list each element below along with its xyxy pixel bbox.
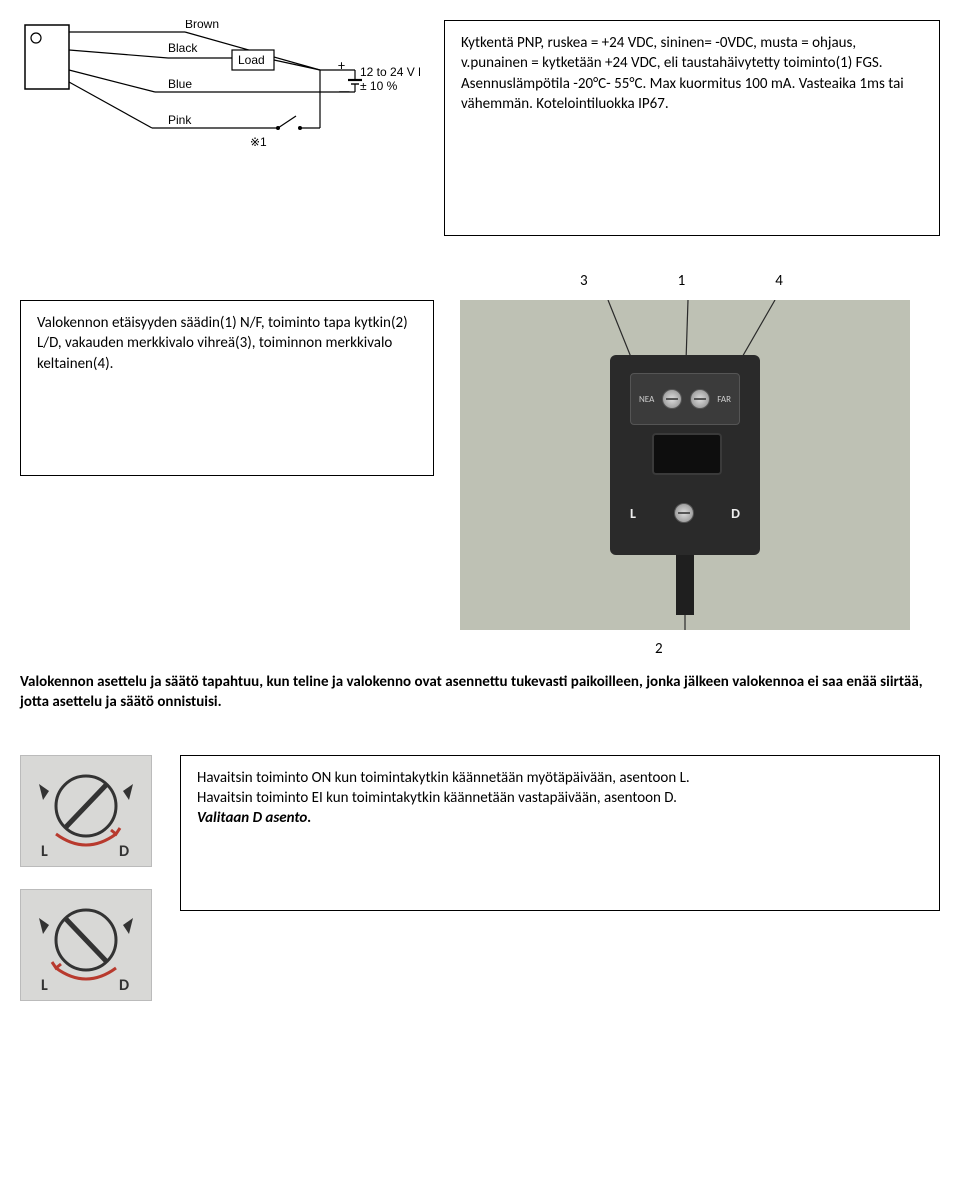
info-line-2: Havaitsin toiminto EI kun toimintakytkin… xyxy=(197,788,923,808)
svg-text:D: D xyxy=(119,842,129,861)
label-blue: Blue xyxy=(168,77,192,91)
spec-box: Kytkentä PNP, ruskea = +24 VDC, sininen=… xyxy=(444,20,940,236)
info-line-1: Havaitsin toiminto ON kun toimintakytkin… xyxy=(197,768,923,788)
svg-text:L: L xyxy=(41,976,48,995)
sensor-photo: NEA FAR L D xyxy=(460,300,910,630)
adjust-screw-1 xyxy=(662,389,682,409)
adjust-screw-2 xyxy=(690,389,710,409)
sensor-cable xyxy=(676,555,694,615)
label-1: 1 xyxy=(678,272,686,290)
mode-info-box: Havaitsin toiminto ON kun toimintakytkin… xyxy=(180,755,940,911)
spec-text: Kytkentä PNP, ruskea = +24 VDC, sininen=… xyxy=(461,34,904,113)
label-tol: ± 10 % xyxy=(360,79,398,93)
sensor-near-label: NEA xyxy=(639,394,654,405)
label-minus: — xyxy=(338,83,351,100)
label-load: Load xyxy=(238,53,265,67)
mode-icon-D: L D xyxy=(20,889,152,1001)
label-brown: Brown xyxy=(185,20,219,31)
label-3: 3 xyxy=(580,272,588,290)
wiring-diagram: Brown Black Load Blue Pink ※1 xyxy=(20,20,420,210)
info-line-3: Valitaan D asento. xyxy=(197,808,923,828)
description-text: Valokennon etäisyyden säädin(1) N/F, toi… xyxy=(37,314,408,373)
label-vdc: 12 to 24 V DC xyxy=(360,65,420,79)
label-black: Black xyxy=(168,41,198,55)
mode-screw xyxy=(674,503,694,523)
sensor-far-label: FAR xyxy=(717,394,731,405)
photo-label-row: 3 1 4 xyxy=(580,272,940,290)
svg-text:L: L xyxy=(41,842,48,861)
label-2: 2 xyxy=(655,640,940,658)
sensor-lens xyxy=(652,433,722,475)
instruction-paragraph: Valokennon asettelu ja säätö tapahtuu, k… xyxy=(20,672,940,713)
mode-icon-L: L D xyxy=(20,755,152,867)
sensor-L-label: L xyxy=(630,505,636,522)
sensor-D-label: D xyxy=(731,505,740,522)
label-note1: ※1 xyxy=(250,135,267,149)
label-4: 4 xyxy=(775,272,783,290)
description-box: Valokennon etäisyyden säädin(1) N/F, toi… xyxy=(20,300,434,476)
label-plus: + xyxy=(338,57,345,74)
svg-text:D: D xyxy=(119,976,129,995)
label-pink: Pink xyxy=(168,113,192,127)
